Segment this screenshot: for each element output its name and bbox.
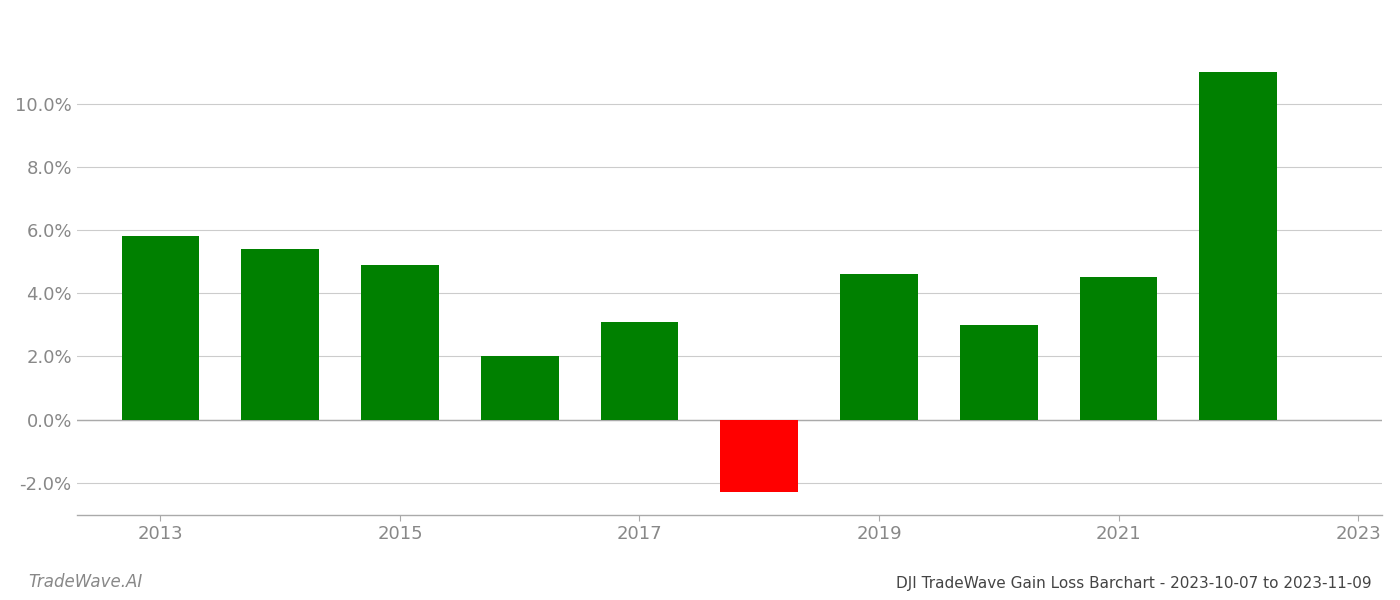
Bar bbox=[480, 356, 559, 420]
Bar bbox=[1079, 277, 1158, 420]
Bar bbox=[840, 274, 918, 420]
Bar bbox=[960, 325, 1037, 420]
Text: TradeWave.AI: TradeWave.AI bbox=[28, 573, 143, 591]
Bar bbox=[361, 265, 438, 420]
Bar bbox=[1200, 72, 1277, 420]
Bar bbox=[122, 236, 199, 420]
Bar bbox=[721, 420, 798, 493]
Bar bbox=[601, 322, 679, 420]
Bar bbox=[241, 249, 319, 420]
Text: DJI TradeWave Gain Loss Barchart - 2023-10-07 to 2023-11-09: DJI TradeWave Gain Loss Barchart - 2023-… bbox=[896, 576, 1372, 591]
